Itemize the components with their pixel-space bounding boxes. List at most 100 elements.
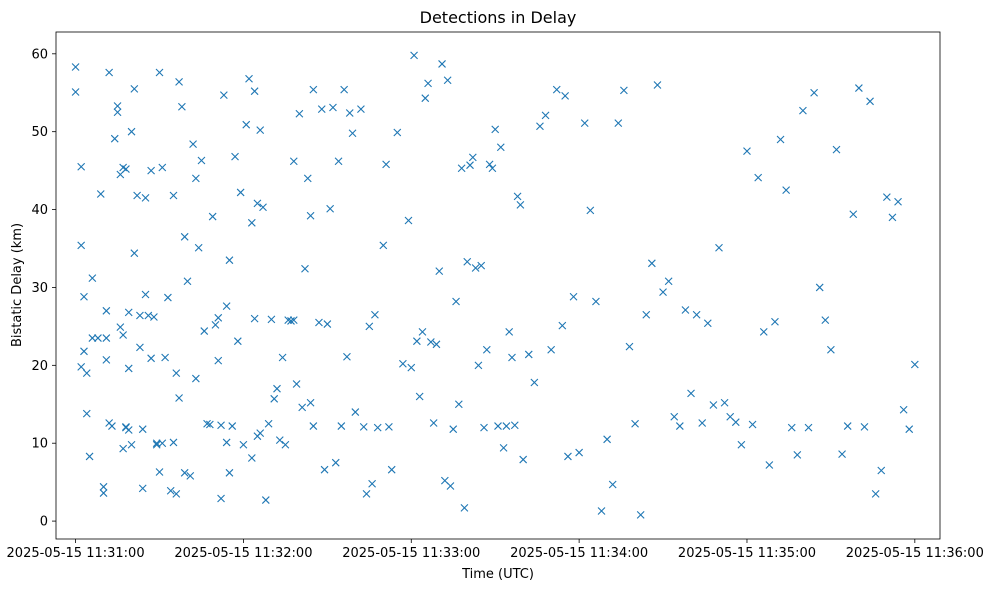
chart-title: Detections in Delay	[420, 8, 577, 27]
data-point	[675, 422, 684, 430]
data-point	[222, 302, 231, 311]
data-point	[466, 161, 474, 170]
data-point	[281, 440, 290, 449]
data-point	[233, 337, 242, 346]
data-point	[343, 352, 351, 361]
data-point	[412, 337, 421, 346]
data-point	[647, 259, 656, 268]
data-point	[166, 486, 175, 495]
data-point	[329, 103, 337, 112]
data-point	[519, 455, 528, 464]
data-point	[99, 482, 108, 491]
data-point	[194, 243, 203, 252]
data-point	[642, 310, 651, 319]
data-point	[653, 81, 662, 89]
data-point	[480, 423, 488, 432]
data-point	[287, 317, 295, 325]
data-point	[85, 452, 94, 461]
plot-area	[55, 31, 941, 540]
data-point	[415, 392, 424, 401]
data-point	[169, 438, 178, 447]
data-point	[152, 439, 161, 448]
data-point	[80, 292, 88, 301]
data-point	[368, 479, 377, 488]
data-point	[306, 398, 315, 407]
data-point	[138, 484, 147, 493]
data-point	[771, 317, 779, 326]
data-point	[418, 327, 427, 336]
data-point	[284, 316, 293, 325]
data-point	[357, 105, 365, 113]
data-point	[508, 353, 516, 362]
data-point	[743, 147, 751, 156]
data-point	[191, 174, 200, 183]
data-point	[463, 257, 472, 266]
data-point	[698, 419, 707, 427]
data-point	[871, 489, 880, 498]
data-point	[88, 274, 97, 282]
data-point	[172, 489, 181, 498]
y-axis-label: Bistatic Delay (km)	[10, 223, 25, 347]
data-point	[720, 398, 729, 407]
data-point	[175, 394, 183, 402]
plot-background	[56, 32, 940, 539]
data-point	[119, 444, 128, 453]
data-point	[491, 125, 500, 134]
data-point	[203, 419, 211, 428]
data-point	[731, 418, 740, 427]
data-point	[449, 425, 458, 434]
data-point	[323, 320, 332, 328]
data-point	[169, 191, 178, 200]
data-point	[147, 166, 156, 175]
x-tick-label: 2025-05-15 11:34:00	[510, 546, 648, 561]
data-point	[200, 327, 209, 335]
data-point	[158, 439, 167, 448]
data-point	[404, 216, 413, 225]
data-point	[172, 369, 181, 378]
data-point	[130, 84, 139, 93]
data-point	[426, 338, 435, 346]
data-point	[438, 60, 446, 68]
data-point	[838, 450, 846, 458]
data-point	[256, 429, 265, 437]
data-point	[214, 313, 223, 322]
data-point	[516, 201, 525, 209]
data-point	[127, 127, 136, 136]
data-point	[127, 440, 136, 449]
data-point	[152, 440, 161, 449]
data-point	[77, 162, 86, 171]
y-tick-label: 0	[40, 515, 48, 530]
y-tick-label: 50	[31, 125, 48, 140]
data-point	[787, 423, 796, 432]
data-point	[155, 468, 164, 476]
data-point	[832, 145, 841, 154]
data-point	[250, 314, 259, 323]
data-point	[197, 156, 206, 165]
data-point	[144, 311, 153, 320]
data-point	[575, 448, 584, 457]
data-point	[348, 129, 357, 138]
data-point	[373, 423, 382, 432]
data-point	[474, 361, 483, 370]
data-point	[102, 306, 111, 315]
data-point	[108, 422, 116, 430]
data-point	[443, 76, 452, 85]
data-point	[524, 350, 533, 359]
data-point	[303, 174, 312, 183]
data-point	[113, 102, 122, 110]
data-point	[306, 211, 315, 220]
data-point	[315, 318, 323, 327]
data-point	[124, 308, 133, 317]
data-point	[541, 111, 550, 120]
data-point	[130, 249, 139, 258]
data-point	[186, 472, 195, 480]
data-point	[882, 193, 891, 201]
data-point	[804, 423, 813, 432]
data-point	[737, 440, 746, 449]
data-point	[147, 354, 156, 363]
data-point	[275, 436, 284, 444]
data-point	[398, 359, 407, 368]
data-point	[681, 306, 690, 314]
data-point	[138, 425, 147, 434]
data-point	[183, 277, 192, 286]
